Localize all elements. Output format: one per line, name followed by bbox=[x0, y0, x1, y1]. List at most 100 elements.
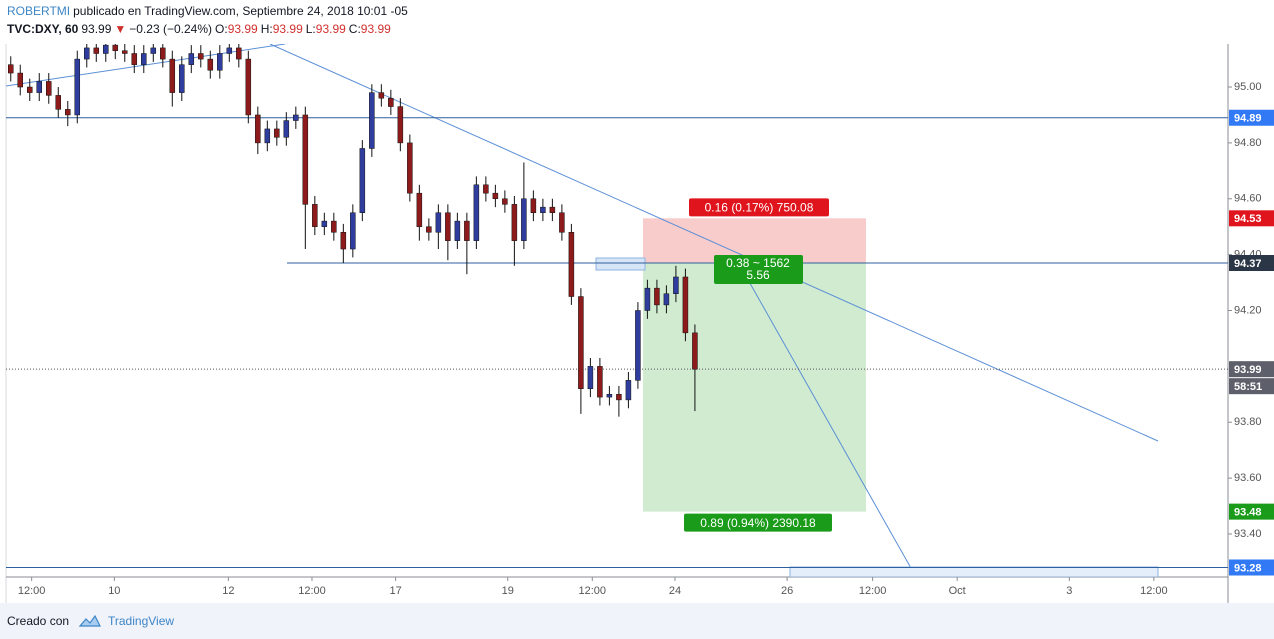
candle-body bbox=[350, 212, 356, 250]
price-tag-box bbox=[1229, 210, 1274, 227]
candle-body bbox=[236, 47, 242, 60]
range-box[interactable] bbox=[789, 566, 1159, 577]
candle-body bbox=[473, 184, 480, 241]
candle-body bbox=[416, 192, 423, 227]
y-tick-label: 94.20 bbox=[1234, 304, 1262, 316]
candle-body bbox=[369, 92, 375, 149]
candle-body bbox=[274, 128, 280, 138]
y-tick-label: 93.80 bbox=[1234, 416, 1262, 428]
price-tag-box bbox=[1229, 255, 1274, 272]
position-label-box bbox=[684, 513, 832, 532]
candle-body bbox=[597, 366, 603, 398]
x-tick-label: 12:00 bbox=[298, 585, 326, 597]
candle-body bbox=[302, 114, 309, 205]
trend-line[interactable] bbox=[737, 261, 917, 577]
target-zone bbox=[643, 263, 866, 512]
candle-body bbox=[559, 212, 565, 233]
candle-body bbox=[492, 192, 499, 200]
candle-body bbox=[340, 232, 347, 250]
candle-body bbox=[150, 47, 157, 54]
price-tag: 94.53 bbox=[1234, 213, 1262, 225]
ohlc: O:93.99 H:93.99 L:93.99 C:93.99 bbox=[215, 22, 394, 36]
candle-body bbox=[635, 310, 641, 381]
position-label-box bbox=[689, 198, 829, 217]
candle-body bbox=[568, 232, 575, 297]
candle-body bbox=[426, 226, 432, 233]
candle-body bbox=[321, 220, 328, 227]
price-tag-box bbox=[1229, 361, 1274, 378]
ohlc-value: 93.99 bbox=[227, 22, 258, 36]
x-tick-label: Oct bbox=[949, 585, 966, 597]
price-tag: 93.28 bbox=[1234, 562, 1262, 574]
x-tick-label: 10 bbox=[108, 585, 120, 597]
candle-body bbox=[312, 204, 318, 227]
candle-body bbox=[84, 47, 90, 60]
candle-body bbox=[74, 58, 81, 116]
candle-body bbox=[454, 220, 461, 241]
brand-logo[interactable] bbox=[78, 613, 102, 629]
y-tick-label: 95.00 bbox=[1234, 81, 1262, 93]
x-tick-label: 17 bbox=[389, 585, 401, 597]
candle-body bbox=[654, 287, 660, 306]
price-tag-box bbox=[1229, 503, 1274, 520]
candle-body bbox=[521, 198, 527, 241]
candle-body bbox=[255, 114, 261, 144]
candle-body bbox=[112, 44, 119, 51]
candle-body bbox=[644, 287, 651, 311]
candle-body bbox=[502, 198, 508, 205]
brand[interactable]: TradingView bbox=[108, 614, 175, 628]
author[interactable]: ROBERTMI bbox=[7, 4, 71, 18]
candle-body bbox=[264, 128, 271, 144]
price-tag-box bbox=[1229, 109, 1274, 126]
publish-line: ROBERTMI publicado en TradingView.com, Se… bbox=[7, 4, 411, 18]
position-info: 0.38 ~ 1562 bbox=[726, 256, 790, 270]
candle-body bbox=[179, 64, 185, 93]
candle-body bbox=[587, 366, 594, 389]
last: 93.99 bbox=[81, 22, 112, 36]
direction: ▼ bbox=[114, 22, 127, 36]
position-info: 5.56 bbox=[746, 268, 770, 282]
trend-line[interactable] bbox=[269, 44, 1159, 442]
position-label: 0.16 (0.17%) 750.08 bbox=[705, 200, 814, 214]
candle-body bbox=[103, 44, 109, 54]
x-tick-label: 12 bbox=[222, 585, 234, 597]
candle-body bbox=[226, 47, 233, 54]
candle-body bbox=[293, 114, 299, 121]
symbol: TVC:DXY, 60 bbox=[7, 22, 79, 36]
countdown-box bbox=[1229, 378, 1274, 395]
candle-body bbox=[483, 184, 489, 194]
candle-body bbox=[435, 212, 442, 233]
candle-body bbox=[122, 50, 128, 54]
ohlc-label: H: bbox=[260, 22, 273, 36]
ohlc-label: O: bbox=[215, 22, 228, 36]
y-tick-label: 94.80 bbox=[1234, 137, 1262, 149]
candle-body bbox=[36, 81, 43, 93]
x-tick-label: 12:00 bbox=[1140, 585, 1168, 597]
ohlc-value: 93.99 bbox=[272, 22, 303, 36]
candle-body bbox=[217, 53, 223, 71]
candle-body bbox=[616, 394, 622, 401]
candle-body bbox=[46, 81, 52, 96]
position-info-box bbox=[714, 255, 803, 284]
countdown: 58:51 bbox=[1234, 381, 1262, 393]
candle-body bbox=[464, 220, 470, 241]
candle-body bbox=[17, 72, 24, 88]
candle-body bbox=[131, 53, 138, 65]
ohlc-value: 93.99 bbox=[360, 22, 391, 36]
trend-line[interactable] bbox=[6, 44, 286, 87]
candle-body bbox=[682, 276, 689, 334]
candle-body bbox=[540, 206, 546, 213]
candle-body bbox=[207, 58, 214, 71]
price-tag: 94.89 bbox=[1234, 113, 1262, 125]
x-tick-label: 3 bbox=[1066, 585, 1072, 597]
candle-body bbox=[378, 92, 385, 99]
candle-body bbox=[160, 47, 166, 60]
candle-body bbox=[397, 106, 404, 144]
candle-body bbox=[445, 212, 451, 241]
candle-body bbox=[549, 206, 556, 213]
ohlc-label: L: bbox=[305, 22, 316, 36]
candle-body bbox=[530, 198, 537, 213]
range-box[interactable] bbox=[595, 257, 646, 271]
y-tick-label: 93.40 bbox=[1234, 528, 1262, 540]
price-tag: 93.99 bbox=[1234, 364, 1262, 376]
